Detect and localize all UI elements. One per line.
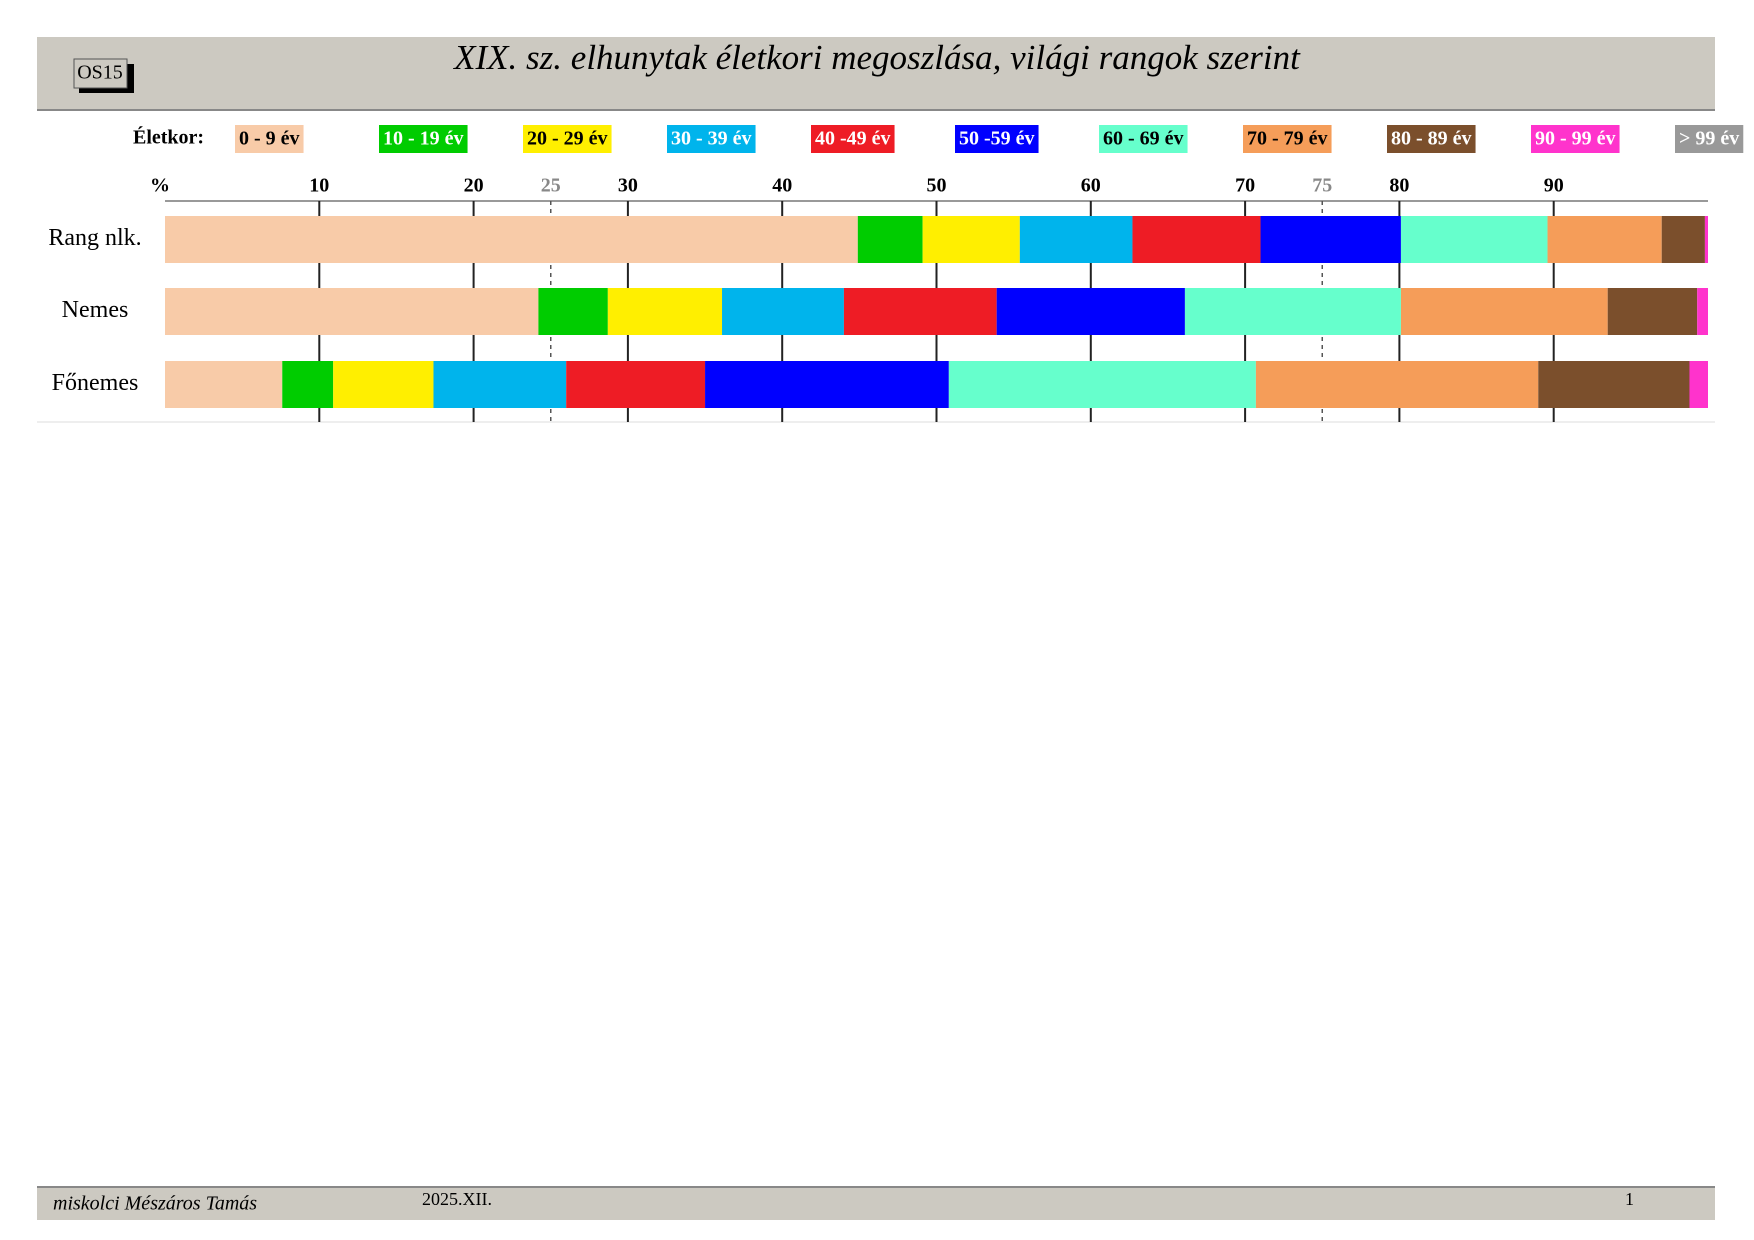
- category-label: Főnemes: [52, 370, 139, 396]
- bar-segment: [996, 288, 1185, 335]
- bar-segment: [1255, 361, 1539, 408]
- x-tick-label: 80: [1389, 175, 1409, 197]
- bar-segment: [1661, 216, 1705, 263]
- x-tick-label: 70: [1235, 175, 1255, 197]
- bar-segment: [333, 361, 434, 408]
- category-label: Rang nlk.: [48, 225, 141, 251]
- chart-title: XIX. sz. elhunytak életkori megoszlása, …: [452, 38, 1301, 77]
- legend-swatch: [667, 125, 756, 153]
- bar-segment: [1538, 361, 1690, 408]
- bar-segment: [538, 288, 608, 335]
- bar-segment: [857, 216, 923, 263]
- x-tick-label: 75: [1312, 175, 1332, 197]
- legend-swatch: [1099, 125, 1188, 153]
- legend-label: 20 - 29 év: [527, 128, 608, 150]
- bar-segment: [433, 361, 567, 408]
- legend-label: 70 - 79 év: [1247, 128, 1328, 150]
- legend-label: 90 - 99 év: [1535, 128, 1616, 150]
- bar-segment: [1689, 361, 1708, 408]
- bar-segment: [1260, 216, 1401, 263]
- x-tick-label: 50: [927, 175, 947, 197]
- footer-band: [37, 1187, 1715, 1220]
- legend-label: 40 -49 év: [815, 128, 891, 150]
- bar-segment: [922, 216, 1020, 263]
- x-tick-label: 25: [541, 175, 561, 197]
- bar-segment: [165, 361, 283, 408]
- bar-segment: [165, 288, 539, 335]
- bar-segment: [282, 361, 334, 408]
- bar-segment: [705, 361, 949, 408]
- legend-swatch: [1531, 125, 1620, 153]
- legend-label: 60 - 69 év: [1103, 128, 1184, 150]
- x-tick-label: 20: [464, 175, 484, 197]
- legend-swatch: [379, 125, 468, 153]
- legend-label: 80 - 89 év: [1391, 128, 1472, 150]
- legend-title: Életkor:: [133, 126, 204, 149]
- bar-segment: [1704, 216, 1708, 263]
- code-box: [73, 58, 128, 89]
- legend-swatch: [1387, 125, 1476, 153]
- bar-segment: [1019, 216, 1133, 263]
- header-band: [37, 37, 1715, 110]
- footer-author: miskolci Mészáros Tamás: [53, 1193, 257, 1215]
- bar-segment: [1547, 216, 1662, 263]
- bar-segment: [1400, 288, 1608, 335]
- legend-label: 50 -59 év: [959, 128, 1035, 150]
- category-label: Nemes: [62, 297, 129, 323]
- x-tick-label: 10: [309, 175, 329, 197]
- legend-swatch: [955, 125, 1039, 153]
- legend-swatch: [235, 125, 304, 153]
- legend-label: > 99 év: [1679, 128, 1739, 150]
- code: OS15: [77, 62, 123, 84]
- bar-segment: [165, 216, 858, 263]
- legend-swatch: [1675, 125, 1744, 153]
- bar-segment: [1697, 288, 1708, 335]
- bar-segment: [1400, 216, 1548, 263]
- bar-segment: [948, 361, 1256, 408]
- legend-swatch: [1243, 125, 1332, 153]
- x-tick-label: 40: [772, 175, 792, 197]
- x-axis-label: %: [150, 175, 170, 197]
- x-tick-label: 30: [618, 175, 638, 197]
- bar-segment: [722, 288, 844, 335]
- footer-page: 1: [1625, 1189, 1634, 1209]
- x-tick-label: 60: [1081, 175, 1101, 197]
- bar-segment: [566, 361, 706, 408]
- legend-swatch: [811, 125, 895, 153]
- legend-label: 10 - 19 év: [383, 128, 464, 150]
- bar-segment: [607, 288, 723, 335]
- x-tick-label: 90: [1544, 175, 1564, 197]
- legend-label: 0 - 9 év: [239, 128, 300, 150]
- footer-date: 2025.XII.: [422, 1189, 492, 1209]
- bar-segment: [843, 288, 997, 335]
- bar-segment: [1607, 288, 1698, 335]
- legend-swatch: [523, 125, 612, 153]
- bar-segment: [1184, 288, 1401, 335]
- bar-segment: [1132, 216, 1261, 263]
- legend-label: 30 - 39 év: [671, 128, 752, 150]
